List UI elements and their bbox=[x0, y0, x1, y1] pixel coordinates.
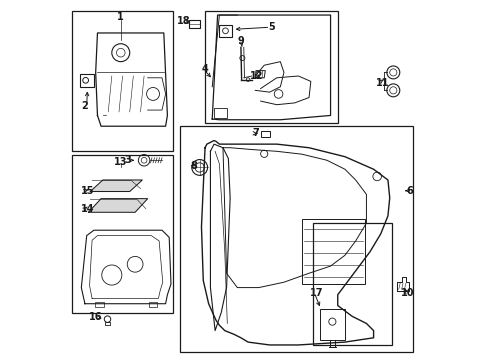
Text: 7: 7 bbox=[251, 129, 258, 138]
Bar bbox=[301, 220, 364, 284]
Text: 4: 4 bbox=[201, 64, 208, 74]
Bar bbox=[219, 25, 231, 37]
Bar bbox=[312, 223, 391, 345]
Bar bbox=[204, 12, 337, 123]
Polygon shape bbox=[88, 199, 147, 212]
Text: 9: 9 bbox=[237, 36, 244, 46]
Bar bbox=[214, 108, 226, 118]
Text: 14: 14 bbox=[81, 204, 94, 214]
Text: 17: 17 bbox=[309, 288, 322, 298]
Bar bbox=[188, 20, 199, 28]
Bar bbox=[104, 321, 110, 325]
Text: 16: 16 bbox=[89, 312, 102, 322]
Text: 12: 12 bbox=[250, 71, 263, 81]
Bar bbox=[95, 302, 103, 307]
Text: 1: 1 bbox=[117, 12, 124, 22]
Text: 10: 10 bbox=[400, 288, 413, 298]
Bar bbox=[319, 309, 344, 339]
Bar bbox=[72, 12, 172, 151]
Text: 18: 18 bbox=[176, 17, 190, 27]
Text: 3: 3 bbox=[124, 155, 131, 165]
Text: 5: 5 bbox=[268, 22, 275, 32]
Bar bbox=[148, 302, 157, 307]
Text: 8: 8 bbox=[190, 161, 197, 171]
Text: 6: 6 bbox=[405, 186, 412, 196]
Text: 2: 2 bbox=[81, 102, 88, 112]
Polygon shape bbox=[90, 180, 142, 192]
Bar bbox=[260, 131, 269, 137]
Bar bbox=[80, 74, 94, 87]
Text: 11: 11 bbox=[375, 78, 388, 88]
Bar bbox=[180, 126, 412, 352]
Text: 13: 13 bbox=[114, 157, 127, 167]
Text: 15: 15 bbox=[81, 186, 94, 196]
Bar bbox=[72, 155, 172, 313]
